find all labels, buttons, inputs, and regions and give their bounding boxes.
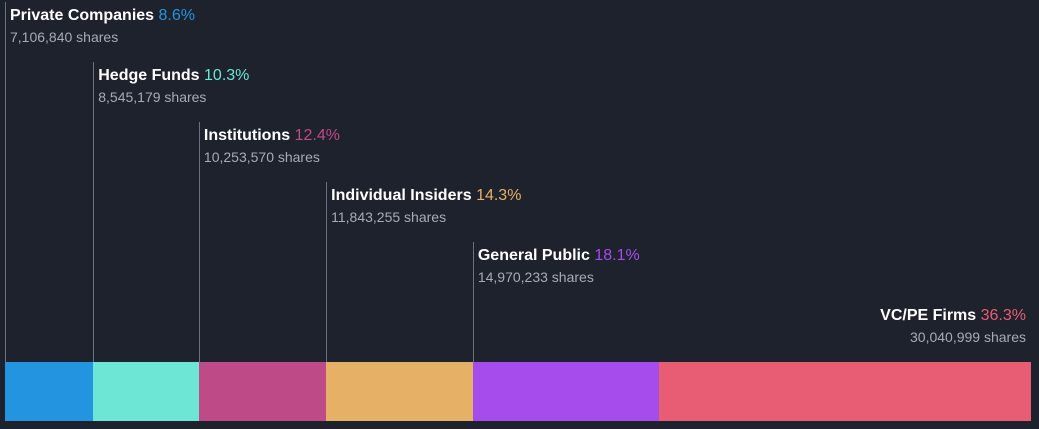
leader-line-private-companies — [5, 2, 6, 362]
shares-label-individual-insiders: 11,843,255 shares — [331, 209, 447, 225]
label-private-companies: Private Companies 8.6% 7,106,840 shares — [10, 7, 195, 45]
category-name-general-public: General Public — [477, 247, 590, 264]
shares-label-general-public: 14,970,233 shares — [477, 269, 594, 285]
leader-line-hedge-funds — [93, 62, 95, 362]
category-name-institutions: Institutions — [203, 127, 291, 144]
percent-label-general-public: 18.1% — [594, 247, 640, 264]
bar-segment-institutions — [198, 362, 327, 421]
shares-label-hedge-funds: 8,545,179 shares — [98, 89, 207, 105]
label-hedge-funds: Hedge Funds 10.3% 8,545,179 shares — [98, 67, 250, 105]
percent-label-vc-pe-firms: 36.3% — [980, 307, 1026, 324]
leader-line-general-public — [472, 242, 474, 362]
percent-label-institutions: 12.4% — [294, 127, 340, 144]
category-name-hedge-funds: Hedge Funds — [98, 67, 200, 84]
category-name-vc-pe-firms: VC/PE Firms — [880, 307, 977, 324]
shares-label-institutions: 10,253,570 shares — [203, 149, 320, 165]
leader-line-institutions — [198, 122, 200, 362]
category-name-private-companies: Private Companies — [10, 7, 155, 24]
bar-segment-hedge-funds — [93, 362, 199, 421]
leader-line-individual-insiders — [326, 182, 328, 362]
bar-segment-general-public — [472, 362, 659, 421]
bar-segment-private-companies — [5, 362, 94, 421]
bar-segment-individual-insiders — [326, 362, 473, 421]
label-institutions: Institutions 12.4% 10,253,570 shares — [203, 127, 340, 165]
bar-segment-vc-pe-firms — [658, 362, 1031, 421]
percent-label-individual-insiders: 14.3% — [476, 187, 522, 204]
percent-label-private-companies: 8.6% — [158, 7, 195, 24]
percent-label-hedge-funds: 10.3% — [204, 67, 250, 84]
category-name-individual-insiders: Individual Insiders — [331, 187, 472, 204]
shares-label-vc-pe-firms: 30,040,999 shares — [910, 329, 1026, 345]
label-general-public: General Public 18.1% 14,970,233 shares — [477, 247, 640, 285]
label-individual-insiders: Individual Insiders 14.3% 11,843,255 shar… — [331, 187, 522, 225]
label-vc-pe-firms: VC/PE Firms 36.3% 30,040,999 shares — [880, 307, 1026, 345]
shares-label-private-companies: 7,106,840 shares — [10, 29, 119, 45]
